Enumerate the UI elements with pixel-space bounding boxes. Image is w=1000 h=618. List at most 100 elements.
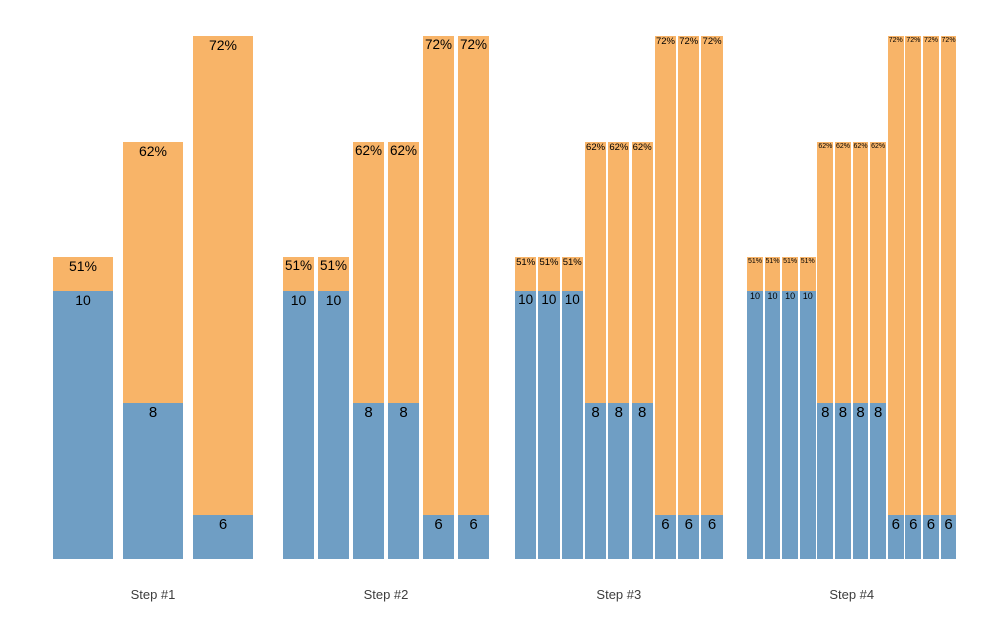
bar: 72% 6	[193, 36, 253, 559]
bar: 72% 6	[940, 36, 957, 559]
bar-value-label: 10	[518, 292, 534, 307]
bar-value-segment: 6	[887, 515, 904, 559]
bar-value-label: 10	[749, 291, 760, 301]
bar-percent-label: 62%	[835, 143, 850, 150]
bar: 62% 8	[817, 142, 834, 559]
bar-percent-label: 51%	[539, 257, 559, 268]
bar-percent-label: 62%	[818, 143, 833, 150]
group-label-step-3: Step #3	[596, 587, 642, 602]
bar-percent-label: 72%	[679, 36, 699, 47]
bar: 62% 8	[353, 142, 384, 559]
bar-value-segment: 6	[654, 515, 677, 559]
bar-value-segment: 10	[283, 291, 314, 559]
bar-value-segment: 10	[764, 291, 781, 559]
bar: 51% 10	[561, 257, 583, 559]
bar-value-label: 6	[684, 516, 693, 533]
bar-value-label: 10	[290, 292, 307, 308]
bar-value-segment: 8	[852, 403, 869, 559]
bar: 62% 8	[388, 142, 419, 559]
bar-value-segment: 10	[318, 291, 349, 559]
bar-percent-label: 51%	[800, 258, 815, 265]
bar-value-segment: 10	[53, 291, 113, 559]
bar-percent-label: 62%	[871, 143, 886, 150]
bar-percent-label: 72%	[906, 37, 921, 44]
bar-value-segment: 8	[584, 403, 607, 559]
bar-value-segment: 6	[458, 515, 489, 559]
bar-value-label: 8	[838, 404, 848, 421]
bar-percent-label: 62%	[632, 142, 652, 153]
bar-value-label: 10	[541, 292, 557, 307]
bar: 72% 6	[701, 36, 723, 559]
bar-value-segment: 8	[353, 403, 384, 559]
bar-value-segment: 8	[631, 403, 653, 559]
bar-percent-label: 72%	[208, 37, 238, 53]
bar-value-segment: 6	[678, 515, 700, 559]
bar-percent-label: 62%	[138, 143, 168, 159]
bar-value-label: 10	[564, 292, 580, 307]
bar: 62% 8	[608, 142, 630, 559]
bar-value-label: 8	[873, 404, 883, 421]
bar-value-label: 8	[614, 404, 623, 421]
bar-value-label: 10	[75, 292, 91, 308]
group-label-step-1: Step #1	[130, 587, 176, 602]
bar-value-segment: 6	[193, 515, 253, 559]
bar: 72% 6	[458, 36, 489, 559]
bar: 62% 8	[584, 142, 607, 559]
bar-value-segment: 10	[799, 291, 816, 559]
bar-percent-label: 62%	[354, 143, 383, 158]
bar-percent-label: 51%	[562, 257, 582, 268]
bar-value-label: 8	[399, 404, 408, 421]
bar-value-segment: 10	[561, 291, 583, 559]
bar-percent-label: 62%	[586, 142, 606, 153]
bar: 72% 6	[423, 36, 454, 559]
bar-value-segment: 8	[388, 403, 419, 559]
bar-value-segment: 10	[747, 291, 763, 559]
bar-percent-label: 51%	[284, 258, 313, 273]
bar: 62% 8	[835, 142, 851, 559]
bar: 72% 6	[654, 36, 677, 559]
bar-value-label: 10	[785, 291, 796, 301]
bar: 72% 6	[887, 36, 904, 559]
bar-percent-label: 62%	[853, 143, 868, 150]
bar-value-segment: 8	[835, 403, 851, 559]
bar: 72% 6	[923, 36, 939, 559]
bar: 62% 8	[123, 142, 183, 559]
bar-value-segment: 6	[940, 515, 957, 559]
bar-value-label: 6	[944, 516, 953, 533]
bar-percent-label: 51%	[783, 258, 798, 265]
bar-percent-label: 62%	[389, 143, 418, 158]
bar-value-segment: 8	[817, 403, 834, 559]
bar: 51% 10	[538, 257, 560, 559]
bar-percent-label: 72%	[941, 37, 956, 44]
bar-percent-label: 62%	[609, 142, 629, 153]
bar-value-segment: 8	[870, 403, 887, 559]
bar-percent-label: 51%	[516, 257, 536, 268]
bar-value-segment: 6	[423, 515, 454, 559]
bar: 51% 10	[764, 257, 781, 559]
bar-value-label: 6	[707, 516, 717, 533]
bar: 62% 8	[852, 142, 869, 559]
bar-percent-label: 51%	[319, 258, 348, 273]
bar-percent-label: 51%	[68, 258, 98, 274]
bar-value-segment: 6	[701, 515, 723, 559]
bar: 51% 10	[53, 257, 113, 559]
bar-percent-label: 72%	[459, 37, 488, 52]
bar: 51% 10	[782, 257, 799, 559]
bar-value-label: 8	[856, 404, 865, 421]
bar-value-label: 8	[364, 404, 373, 421]
bar-value-label: 6	[434, 516, 443, 533]
bar-percent-label: 72%	[424, 37, 453, 52]
bar: 62% 8	[870, 142, 887, 559]
bar-percent-label: 72%	[923, 37, 938, 44]
bar-value-label: 8	[591, 404, 600, 421]
bar-value-label: 10	[767, 291, 778, 301]
bar-value-segment: 6	[923, 515, 939, 559]
bar: 51% 10	[318, 257, 349, 559]
bar-percent-label: 51%	[747, 258, 762, 265]
bar-value-label: 10	[325, 292, 342, 308]
bar-value-segment: 10	[782, 291, 799, 559]
bar-percent-label: 72%	[702, 36, 722, 47]
bar-value-label: 8	[148, 404, 158, 421]
bar-value-label: 6	[909, 516, 918, 533]
